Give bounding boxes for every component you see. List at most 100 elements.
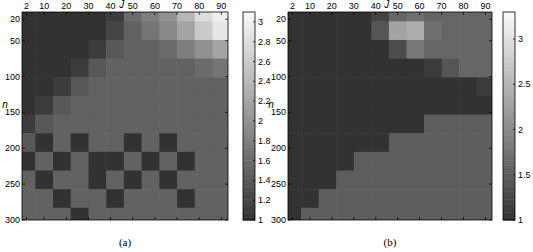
x-tick-label: 20 xyxy=(327,1,337,11)
cell xyxy=(406,208,424,220)
cell xyxy=(424,208,442,220)
y-tick xyxy=(22,40,25,41)
cell xyxy=(53,77,71,96)
cell xyxy=(142,96,160,115)
cell xyxy=(371,12,389,22)
x-tick xyxy=(110,12,111,15)
cell xyxy=(442,77,460,96)
x-tick xyxy=(441,217,442,220)
cell xyxy=(288,189,302,208)
cell xyxy=(195,189,213,208)
x-tick xyxy=(154,217,155,220)
cell xyxy=(336,96,354,115)
y-tick-label: 100 xyxy=(271,72,286,82)
x-axis-label: J xyxy=(383,0,390,10)
y-tick xyxy=(225,40,228,41)
cell xyxy=(389,115,407,134)
x-tick xyxy=(331,217,332,220)
cell xyxy=(354,133,372,152)
cell xyxy=(336,171,354,190)
cell xyxy=(336,77,354,96)
cell xyxy=(53,59,71,78)
x-tick xyxy=(199,217,200,220)
cell xyxy=(53,133,71,152)
cell xyxy=(477,133,492,152)
colorbar-frame xyxy=(243,12,255,220)
cell xyxy=(406,21,424,40)
cell xyxy=(88,40,106,59)
cell xyxy=(71,77,89,96)
cell xyxy=(442,12,460,22)
cell xyxy=(301,96,319,115)
cell xyxy=(71,171,89,190)
x-tick-label: 70 xyxy=(172,1,182,11)
colorbar-tick-label: 1 xyxy=(258,215,263,225)
cell xyxy=(301,115,319,134)
cell xyxy=(124,12,142,22)
cell xyxy=(354,189,372,208)
y-tick-label: 200 xyxy=(5,143,20,153)
x-tick-label: 60 xyxy=(150,1,160,11)
cell xyxy=(406,189,424,208)
cell xyxy=(88,59,106,78)
cell xyxy=(124,77,142,96)
cell xyxy=(406,133,424,152)
cell xyxy=(142,171,160,190)
cell xyxy=(88,133,106,152)
cell xyxy=(354,77,372,96)
x-tick-label: 50 xyxy=(393,1,403,11)
cell xyxy=(371,21,389,40)
cell xyxy=(106,133,124,152)
y-tick xyxy=(489,148,492,149)
cell xyxy=(159,133,177,152)
cell xyxy=(477,40,492,59)
x-tick xyxy=(463,217,464,220)
cell xyxy=(177,133,195,152)
cell xyxy=(442,59,460,78)
colorbar-tick xyxy=(253,81,255,82)
cell xyxy=(354,96,372,115)
x-tick-label: 2 xyxy=(290,1,295,11)
x-tick xyxy=(331,12,332,15)
y-tick xyxy=(489,76,492,77)
colorbar-tick xyxy=(253,180,255,181)
cell xyxy=(424,77,442,96)
cell xyxy=(389,171,407,190)
cell xyxy=(459,152,477,171)
cell xyxy=(336,133,354,152)
y-tick xyxy=(22,76,25,77)
cell xyxy=(389,152,407,171)
cell xyxy=(406,115,424,134)
cell xyxy=(124,21,142,40)
x-tick xyxy=(292,12,293,15)
cell xyxy=(35,133,53,152)
cell xyxy=(159,77,177,96)
cell xyxy=(22,12,36,22)
cell xyxy=(336,40,354,59)
cell xyxy=(288,12,302,22)
x-tick-label: 90 xyxy=(216,1,226,11)
cell xyxy=(354,208,372,220)
cell xyxy=(442,21,460,40)
x-tick xyxy=(221,12,222,15)
x-tick xyxy=(132,12,133,15)
cells xyxy=(288,12,492,220)
cell xyxy=(371,96,389,115)
cell xyxy=(459,40,477,59)
cell xyxy=(88,189,106,208)
cell xyxy=(106,77,124,96)
cell xyxy=(301,59,319,78)
cell xyxy=(35,96,53,115)
x-tick-label: 20 xyxy=(61,1,71,11)
cell xyxy=(477,77,492,96)
cell xyxy=(106,189,124,208)
cell xyxy=(406,96,424,115)
cell xyxy=(319,96,337,115)
cell xyxy=(159,96,177,115)
cell xyxy=(195,171,213,190)
cell xyxy=(142,208,160,220)
x-tick-label: 50 xyxy=(128,1,138,11)
cell xyxy=(106,171,124,190)
cell xyxy=(371,133,389,152)
cell xyxy=(406,171,424,190)
